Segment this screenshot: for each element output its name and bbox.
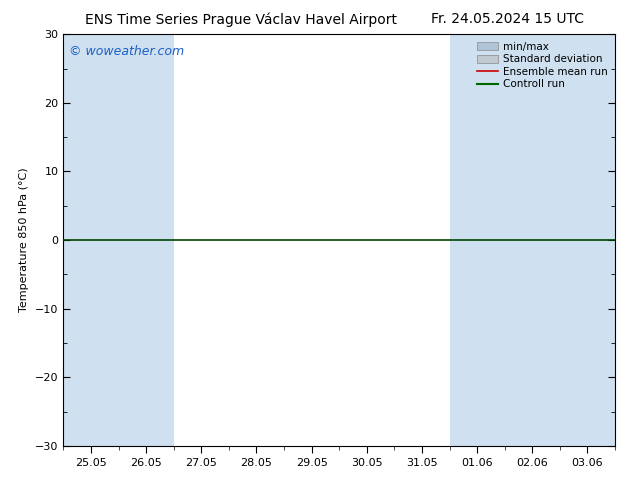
Text: Fr. 24.05.2024 15 UTC: Fr. 24.05.2024 15 UTC	[430, 12, 584, 26]
Bar	[560, 34, 615, 446]
Text: ENS Time Series Prague Václav Havel Airport: ENS Time Series Prague Václav Havel Airp…	[85, 12, 397, 27]
Bar	[450, 34, 505, 446]
Text: © woweather.com: © woweather.com	[69, 45, 184, 58]
Bar	[63, 34, 119, 446]
Y-axis label: Temperature 850 hPa (°C): Temperature 850 hPa (°C)	[20, 168, 30, 313]
Legend: min/max, Standard deviation, Ensemble mean run, Controll run: min/max, Standard deviation, Ensemble me…	[473, 37, 612, 94]
Bar	[505, 34, 560, 446]
Bar	[119, 34, 174, 446]
